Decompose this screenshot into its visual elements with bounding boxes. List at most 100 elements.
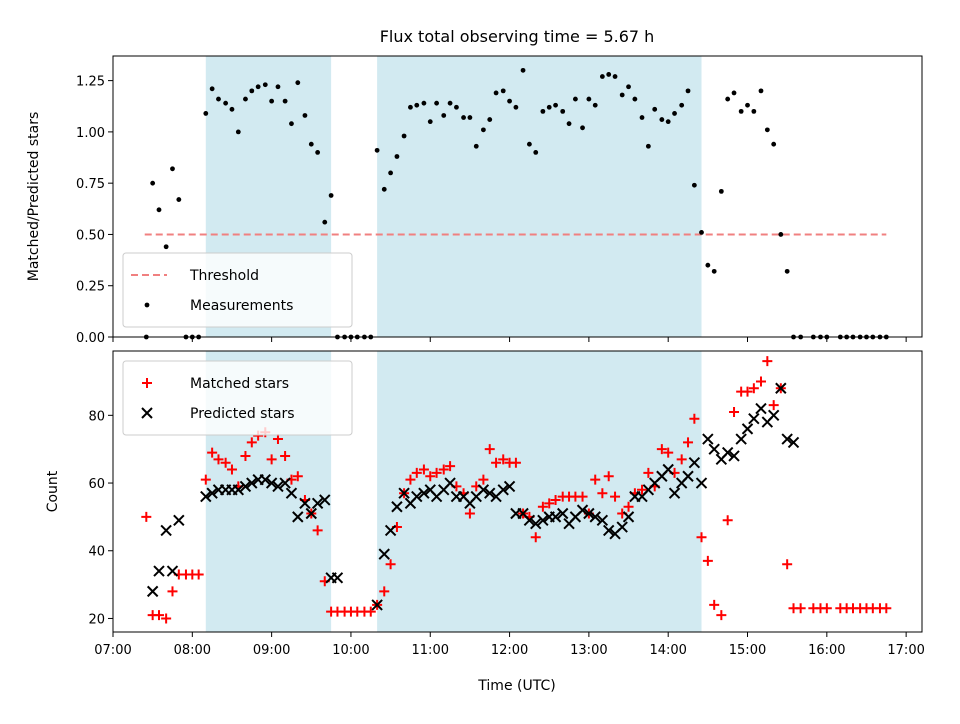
y-tick-label: 20 bbox=[88, 612, 105, 627]
predicted-star-point bbox=[398, 487, 410, 499]
matched-star-point bbox=[702, 555, 713, 566]
measurement-point bbox=[691, 182, 697, 188]
predicted-star-point bbox=[576, 504, 589, 516]
y-tick-label: 0.75 bbox=[76, 177, 105, 192]
predicted-star-point bbox=[787, 436, 800, 449]
legend-box bbox=[122, 252, 353, 328]
measurement-point bbox=[560, 108, 566, 114]
predicted-star-point bbox=[279, 477, 291, 489]
predicted-star-point bbox=[311, 497, 324, 510]
matched-star-point bbox=[154, 610, 165, 621]
x-tick-label: 08:00 bbox=[174, 643, 211, 658]
legend-label: Matched stars bbox=[190, 376, 289, 392]
measurement-point bbox=[725, 96, 731, 102]
measurement-point bbox=[421, 100, 427, 106]
matched-star-point bbox=[141, 511, 152, 522]
matched-star-point bbox=[246, 437, 257, 448]
measurement-point bbox=[751, 108, 757, 114]
measurement-point bbox=[520, 67, 526, 73]
measurement-point bbox=[738, 108, 744, 114]
matched-star-point bbox=[795, 603, 806, 614]
measurement-point bbox=[282, 98, 288, 104]
matched-star-point bbox=[226, 464, 237, 475]
measurement-point bbox=[229, 106, 235, 112]
predicted-star-point bbox=[589, 511, 601, 523]
matched-star-point bbox=[431, 467, 442, 478]
measurement-point bbox=[163, 244, 169, 250]
measurement-point bbox=[408, 104, 413, 110]
predicted-star-point bbox=[549, 511, 562, 523]
measurement-point bbox=[216, 96, 221, 102]
matched-star-point bbox=[405, 474, 416, 485]
predicted-star-point bbox=[292, 511, 304, 523]
predicted-star-point bbox=[299, 497, 311, 510]
matched-star-point bbox=[478, 474, 489, 485]
measurement-point bbox=[381, 186, 387, 192]
matched-star-point bbox=[240, 450, 251, 461]
measurement-point bbox=[295, 80, 301, 86]
matched-star-point bbox=[544, 498, 555, 509]
matched-star-point bbox=[484, 444, 495, 455]
predicted-star-point bbox=[160, 524, 172, 537]
predicted-star-point bbox=[503, 480, 516, 493]
matched-star-point bbox=[748, 383, 759, 394]
measurement-point bbox=[388, 170, 393, 176]
legend-matched-swatch bbox=[142, 378, 152, 388]
measurement-point bbox=[441, 113, 447, 118]
matched-star-point bbox=[881, 603, 892, 614]
predicted-star-point bbox=[166, 565, 179, 577]
matched-star-point bbox=[385, 559, 396, 570]
matched-star-point bbox=[491, 457, 502, 468]
predicted-star-point bbox=[484, 487, 496, 499]
predicted-star-point bbox=[767, 409, 780, 422]
measurement-point bbox=[507, 98, 512, 104]
matched-star-point bbox=[312, 525, 323, 536]
measurement-point bbox=[718, 188, 724, 194]
matched-star-point bbox=[193, 569, 204, 580]
measurement-point bbox=[784, 268, 790, 274]
count-panel: 20 40 60 80 07:00 08:00 09:00 10:00 11:00 12:00 13… bbox=[45, 350, 925, 658]
matched-star-point bbox=[213, 454, 224, 465]
measurement-point bbox=[731, 90, 737, 96]
measurement-point bbox=[203, 111, 209, 116]
measurement-point bbox=[170, 166, 175, 172]
measurement-point bbox=[699, 229, 704, 235]
measurement-point bbox=[764, 127, 770, 133]
ratio-panel: 0.00 0.25 0.50 0.75 1.00 1.25 Matched/Predicte… bbox=[26, 55, 923, 346]
measurement-point bbox=[626, 84, 631, 90]
y-tick-label: 60 bbox=[88, 477, 105, 492]
x-tick-label: 17:00 bbox=[887, 643, 924, 658]
measurement-point bbox=[632, 96, 638, 102]
predicted-star-point bbox=[596, 514, 609, 526]
measurement-point bbox=[592, 102, 598, 108]
predicted-star-point bbox=[411, 490, 423, 503]
measurement-point bbox=[553, 102, 558, 108]
measurement-point bbox=[243, 96, 248, 102]
matched-star-point bbox=[623, 501, 634, 512]
predicted-star-point bbox=[153, 565, 165, 577]
measurement-point bbox=[302, 113, 308, 118]
matched-star-point bbox=[663, 447, 674, 458]
x-tick-label: 07:00 bbox=[94, 643, 131, 658]
matched-star-point bbox=[821, 603, 832, 614]
predicted-star-point bbox=[497, 484, 509, 496]
measurement-point bbox=[652, 106, 658, 112]
y-axis-label: Count bbox=[45, 470, 61, 512]
matched-star-point bbox=[379, 586, 390, 597]
predicted-star-point bbox=[378, 548, 390, 560]
y-tick-label: 0.25 bbox=[76, 280, 105, 295]
measurement-point bbox=[156, 207, 162, 213]
predicted-star-point bbox=[682, 470, 694, 482]
measurement-point bbox=[705, 262, 711, 268]
measurement-point bbox=[289, 121, 294, 127]
measurement-point bbox=[493, 90, 499, 96]
predicted-star-point bbox=[708, 443, 720, 455]
matched-star-point bbox=[768, 400, 779, 411]
chart-title: Flux total observing time = 5.67 h bbox=[380, 27, 655, 46]
predicted-star-point bbox=[662, 463, 674, 476]
measurement-point bbox=[566, 121, 572, 127]
predicted-star-point bbox=[246, 477, 258, 489]
measurement-point bbox=[685, 88, 691, 94]
predicted-star-point bbox=[173, 514, 185, 526]
series-x bbox=[146, 382, 800, 611]
